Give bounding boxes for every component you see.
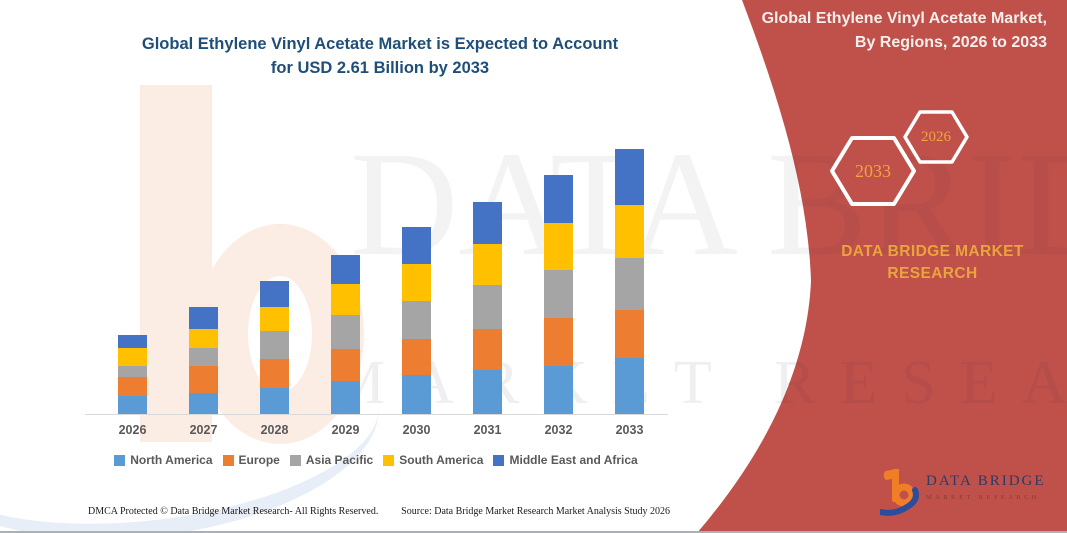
side-panel-title-line2: By Regions, 2026 to 2033 bbox=[854, 34, 1047, 51]
legend-item-north-america: North America bbox=[114, 453, 213, 467]
hexagon-2033-outline bbox=[830, 136, 916, 206]
legend-swatch-europe bbox=[222, 454, 234, 466]
chart-title-line1: Global Ethylene Vinyl Acetate Market is … bbox=[141, 35, 619, 53]
logo-b-icon bbox=[880, 469, 919, 516]
legend-swatch-middle-east-and-africa bbox=[493, 454, 505, 466]
hexagon-2026-outline bbox=[903, 110, 969, 164]
legend-label-south-america: South America bbox=[399, 453, 484, 467]
legend-swatch-south-america bbox=[383, 454, 395, 466]
side-panel-brand: DATA BRIDGE MARKET RESEARCH bbox=[805, 241, 1060, 284]
legend-label-middle-east-and-africa: Middle East and Africa bbox=[509, 453, 638, 467]
company-logo: DATA BRIDGE MARKET RESEARCH bbox=[880, 461, 1058, 523]
chart-title: Global Ethylene Vinyl Acetate Market is … bbox=[55, 33, 705, 81]
legend-swatch-north-america bbox=[114, 454, 126, 466]
legend-label-north-america: North America bbox=[130, 453, 213, 467]
side-panel-title-line1: Global Ethylene Vinyl Acetate Market, bbox=[761, 10, 1047, 27]
side-panel-brand-line1: DATA BRIDGE MARKET bbox=[841, 243, 1024, 260]
legend-item-asia-pacific: Asia Pacific bbox=[289, 453, 374, 467]
logo-text: DATA BRIDGE MARKET RESEARCH bbox=[926, 473, 1046, 501]
logo-subtitle: MARKET RESEARCH bbox=[926, 494, 1040, 501]
footer-dmca-text: DMCA Protected © Data Bridge Market Rese… bbox=[88, 506, 379, 517]
bottom-border-line bbox=[0, 531, 1067, 533]
legend-item-middle-east-and-africa: Middle East and Africa bbox=[493, 453, 638, 467]
x-axis-line bbox=[85, 414, 668, 415]
chart-title-line2: for USD 2.61 Billion by 2033 bbox=[270, 58, 490, 77]
hexagon-badge-2033: 2033 bbox=[828, 134, 918, 208]
legend-item-south-america: South America bbox=[383, 453, 483, 467]
footer-source-text: Source: Data Bridge Market Research Mark… bbox=[401, 506, 670, 517]
legend: North America Europe Asia Pacific South Ame… bbox=[80, 453, 672, 467]
side-panel-brand-line2: RESEARCH bbox=[887, 264, 978, 282]
side-panel-title: Global Ethylene Vinyl Acetate Market, By… bbox=[762, 7, 1047, 55]
hexagon-2033-label: 2033 bbox=[855, 160, 891, 181]
footer: DMCA Protected © Data Bridge Market Rese… bbox=[88, 506, 670, 517]
side-panel-shape bbox=[697, 0, 1067, 533]
legend-swatch-asia-pacific bbox=[289, 454, 301, 466]
legend-label-europe: Europe bbox=[238, 453, 280, 467]
hexagon-badge-2026: 2026 bbox=[902, 109, 970, 165]
logo-name: DATA BRIDGE bbox=[926, 473, 1046, 489]
legend-item-europe: Europe bbox=[222, 453, 280, 467]
legend-label-asia-pacific: Asia Pacific bbox=[305, 453, 374, 467]
hexagon-2026-label: 2026 bbox=[921, 128, 951, 145]
